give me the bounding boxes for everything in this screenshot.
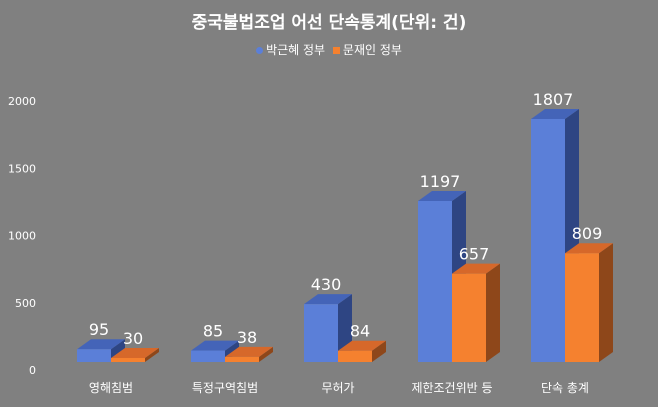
data-label: 809 (572, 224, 603, 243)
bar-side (259, 346, 273, 362)
x-tick-label: 특정구역침범 (192, 381, 258, 395)
bar (531, 118, 565, 363)
x-tick-label: 단속 총계 (541, 381, 589, 395)
data-label: 84 (350, 322, 370, 341)
bar-top (191, 340, 239, 351)
bar-side (372, 340, 386, 362)
chart-title: 중국불법조업 어선 단속통계(단위: 건) (191, 13, 467, 33)
bar (191, 350, 225, 362)
bar-top (418, 191, 466, 202)
bar (565, 253, 599, 362)
data-label: 657 (459, 245, 490, 264)
data-label: 95 (89, 320, 109, 339)
bar-top (565, 243, 613, 254)
bar-top (304, 294, 352, 305)
bar-group: 95 30 (77, 320, 159, 362)
bar-group: 1197 657 (418, 172, 500, 362)
y-tick-label: 500 (15, 297, 36, 310)
legend-item-series-1: 박근혜 정부 (256, 43, 325, 57)
bar-side (145, 347, 159, 362)
y-tick-label: 1000 (8, 230, 36, 243)
x-tick-label: 제한조건위반 등 (411, 381, 492, 395)
legend-item-series-2: 문재인 정부 (332, 43, 402, 57)
data-label: 30 (123, 329, 143, 348)
y-tick-label: 1500 (8, 162, 36, 175)
bar (338, 350, 372, 362)
bar (111, 357, 145, 362)
bar-top (531, 108, 579, 119)
data-label: 1197 (420, 172, 461, 191)
legend: 박근혜 정부 문재인 정부 (0, 41, 658, 58)
bar-top (225, 346, 273, 357)
bar (418, 201, 452, 362)
data-label: 38 (237, 328, 257, 347)
data-label: 430 (311, 275, 342, 294)
bar (452, 273, 486, 362)
data-label: 85 (203, 322, 223, 341)
bar-side (599, 243, 613, 362)
bar-group: 85 38 (191, 322, 273, 362)
bar (77, 349, 111, 362)
legend-label-series-1: 박근혜 정부 (266, 43, 326, 57)
bar-top (111, 347, 159, 358)
legend-swatch-series-1 (256, 47, 264, 54)
bar-group: 430 84 (304, 275, 386, 362)
x-tick-label: 무허가 (321, 381, 354, 395)
bar (225, 356, 259, 362)
bar-top (77, 339, 125, 350)
bar (304, 304, 338, 362)
bar-top (452, 263, 500, 274)
data-label: 1807 (533, 90, 574, 109)
bar-group: 1807 809 (531, 90, 613, 363)
y-tick-label: 0 (29, 364, 36, 377)
legend-swatch-series-2 (332, 47, 340, 54)
legend-label-series-2: 문재인 정부 (342, 43, 402, 57)
x-tick-label: 영해침범 (89, 381, 133, 395)
bar-top (338, 340, 386, 351)
y-tick-label: 2000 (8, 95, 36, 108)
bar-side (486, 263, 500, 362)
